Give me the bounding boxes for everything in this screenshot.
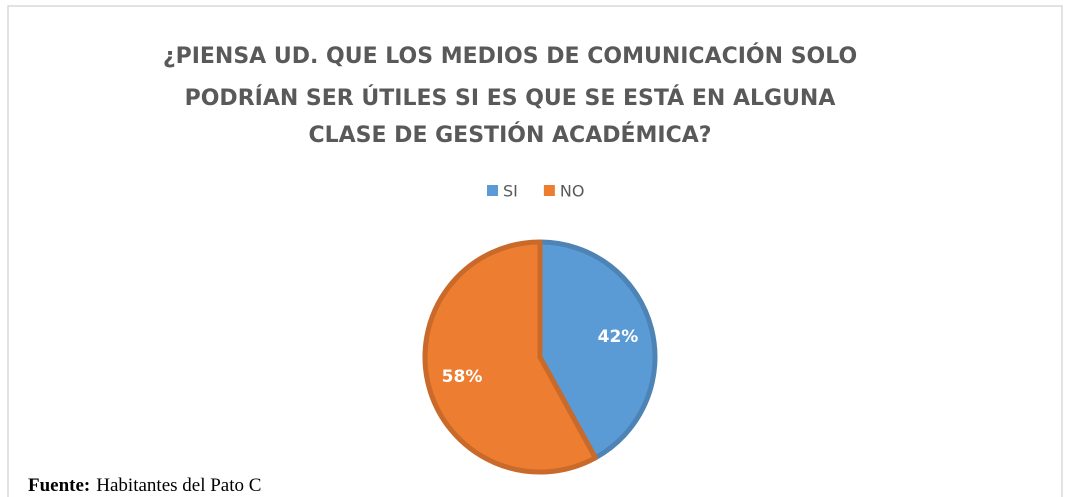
pie-slice: [537, 239, 658, 461]
chart-frame: [7, 5, 1063, 497]
legend-swatch: [487, 185, 498, 196]
legend-swatch: [543, 185, 555, 196]
data-label: 58%: [442, 367, 483, 387]
data-label: 42%: [598, 327, 639, 347]
pie-slice: [422, 239, 598, 475]
chart-title: ¿PIENSA UD. QUE LOS MEDIOS DE COMUNICACI…: [163, 43, 857, 69]
legend-label: NO: [560, 182, 585, 201]
legend-label: SI: [503, 182, 518, 201]
footer-text: Habitantes del Pato C: [96, 475, 261, 496]
footer-label: Fuente:: [28, 475, 90, 496]
chart-title: CLASE DE GESTIÓN ACADÉMICA?: [308, 122, 711, 148]
chart-title: PODRÍAN SER ÚTILES SI ES QUE SE ESTÁ EN …: [185, 85, 836, 111]
footer: Fuente: Habitantes del Pato C: [28, 475, 261, 496]
